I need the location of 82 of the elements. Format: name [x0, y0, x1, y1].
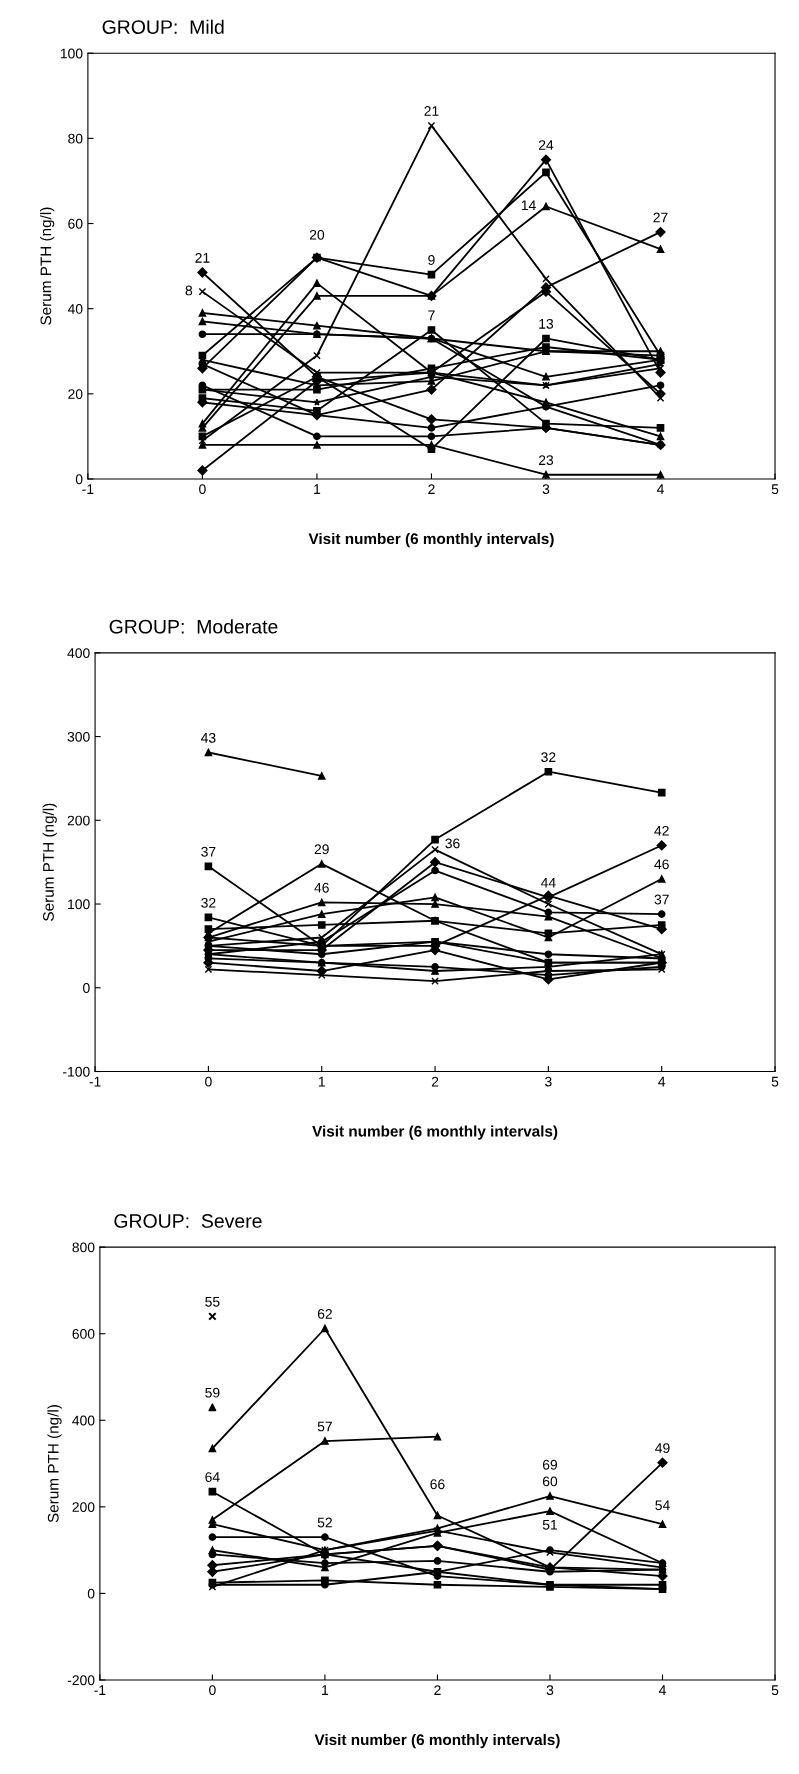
y-tick-label: 20 — [68, 389, 83, 399]
y-tick-label: 400 — [67, 648, 90, 658]
x-tick-label: 3 — [542, 484, 550, 495]
x-tick-label: 4 — [658, 1076, 666, 1087]
x-tick-label: 0 — [209, 1685, 216, 1696]
annotation: 21 — [195, 252, 210, 263]
x-tick-label: 0 — [205, 1076, 212, 1087]
annotation: 9 — [428, 255, 435, 265]
annotation: 24 — [538, 140, 554, 150]
y-tick-label: 60 — [68, 218, 83, 229]
annotation: 43 — [201, 732, 216, 743]
chart-title: GROUP: Mild — [102, 19, 224, 34]
annotation: 52 — [317, 1517, 332, 1528]
annotation: 60 — [542, 1476, 558, 1487]
x-tick-label: 2 — [428, 484, 435, 494]
chart-title: GROUP: Moderate — [109, 619, 278, 634]
x-tick-label: 5 — [771, 1685, 779, 1696]
x-tick-label: 1 — [318, 1076, 325, 1087]
x-tick-label: 5 — [771, 1076, 779, 1087]
x-axis-title: Visit number (6 monthly intervals) — [312, 1125, 558, 1140]
x-tick-label: 5 — [771, 484, 779, 495]
y-axis-title: Serum PTH (ng/l) — [47, 1405, 62, 1523]
annotation: 36 — [445, 838, 460, 849]
y-tick-label: 200 — [67, 815, 90, 826]
chart-title: GROUP: Severe — [114, 1214, 262, 1228]
y-tick-label: 100 — [68, 899, 90, 910]
annotation: 57 — [317, 1421, 332, 1432]
annotation: 13 — [539, 318, 554, 329]
x-tick-label: 1 — [322, 1685, 329, 1695]
x-tick-label: 0 — [199, 484, 206, 495]
y-tick-label: 200 — [72, 1502, 95, 1512]
annotation: 54 — [655, 1500, 670, 1511]
x-tick-label: -1 — [82, 484, 94, 494]
annotation: 46 — [654, 859, 669, 870]
y-tick-label: 100 — [60, 48, 83, 59]
x-tick-label: 1 — [314, 484, 321, 494]
x-axis-title: Visit number (6 monthly intervals) — [314, 1733, 560, 1749]
annotation: 8 — [185, 285, 193, 296]
y-tick-label: 0 — [83, 983, 90, 993]
y-tick-label: 300 — [67, 731, 90, 742]
y-axis-title: Serum PTH (ng/l) — [40, 207, 55, 325]
x-tick-label: -1 — [89, 1076, 101, 1087]
x-tick-label: 3 — [546, 1685, 554, 1696]
annotation: 42 — [654, 825, 669, 836]
x-tick-label: 4 — [658, 1685, 666, 1695]
annotation: 59 — [205, 1387, 220, 1398]
annotation: 21 — [424, 106, 439, 116]
annotation: 37 — [201, 846, 216, 857]
annotation: 7 — [428, 310, 435, 321]
annotation: 49 — [655, 1443, 670, 1453]
y-tick-label: -100 — [63, 1066, 90, 1077]
annotation: 37 — [654, 894, 669, 905]
x-tick-label: 2 — [431, 1076, 439, 1087]
annotation: 44 — [540, 877, 556, 888]
annotation: 51 — [542, 1520, 558, 1530]
y-tick-label: 400 — [72, 1415, 95, 1426]
x-tick-label: -1 — [94, 1685, 106, 1695]
y-tick-label: 80 — [68, 133, 83, 144]
annotation: 62 — [317, 1308, 332, 1319]
y-tick-label: 800 — [72, 1242, 95, 1253]
y-axis-title: Serum PTH (ng/l) — [42, 803, 57, 921]
x-tick-label: 3 — [545, 1076, 552, 1087]
annotation: 64 — [205, 1472, 220, 1482]
annotation: 29 — [314, 844, 329, 855]
annotation: 66 — [430, 1479, 445, 1490]
annotation: 14 — [521, 200, 536, 211]
y-tick-label: 600 — [72, 1329, 95, 1339]
x-tick-label: 4 — [656, 484, 664, 494]
y-tick-label: -200 — [67, 1675, 95, 1686]
y-tick-label: 0 — [75, 474, 83, 485]
y-tick-label: 40 — [67, 304, 83, 314]
x-tick-label: 2 — [434, 1685, 441, 1695]
annotation: 32 — [541, 752, 556, 763]
x-axis-title: Visit number (6 monthly intervals) — [308, 532, 554, 548]
annotation: 20 — [309, 229, 325, 240]
annotation: 23 — [538, 455, 554, 466]
y-tick-label: 0 — [87, 1588, 95, 1599]
annotation: 46 — [314, 882, 329, 893]
annotation: 32 — [201, 897, 216, 908]
annotation: 55 — [205, 1297, 220, 1307]
annotation: 69 — [542, 1459, 558, 1470]
annotation: 27 — [653, 212, 668, 223]
